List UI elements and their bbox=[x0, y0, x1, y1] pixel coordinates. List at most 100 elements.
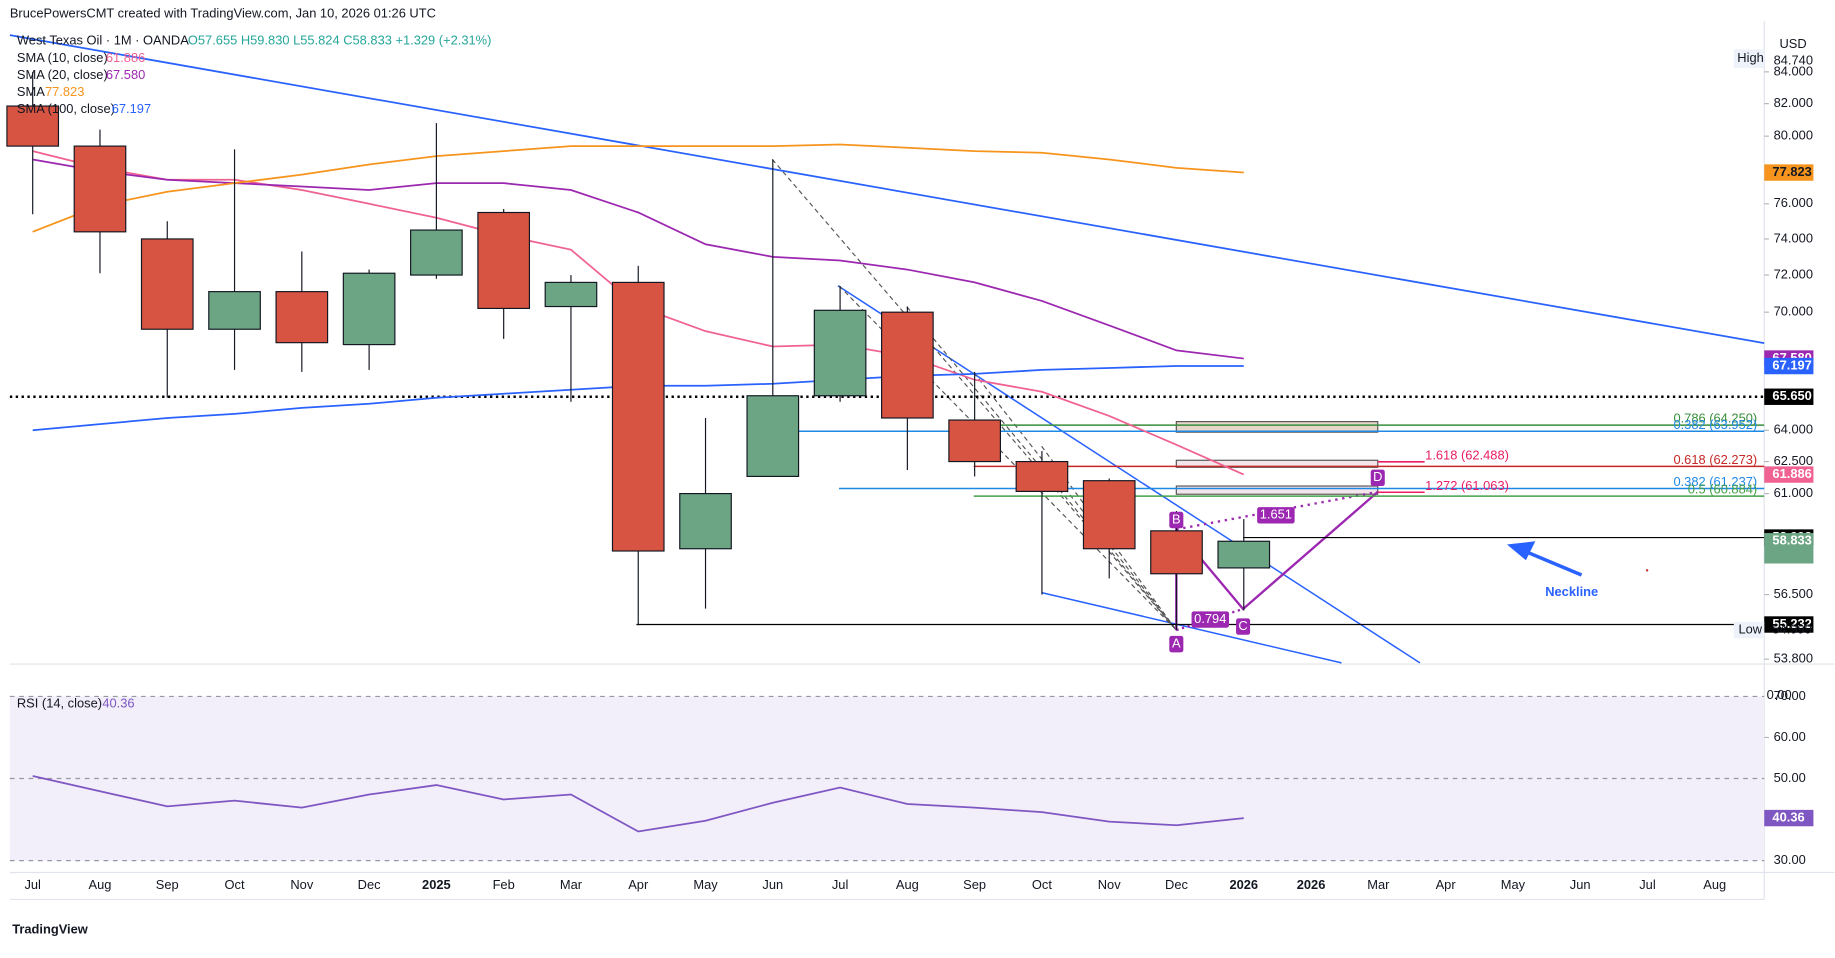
rsi-tick-label: 60.00 bbox=[1774, 729, 1806, 744]
candle-body bbox=[477, 211, 531, 310]
labels: BrucePowersCMT created with TradingView.… bbox=[10, 5, 1813, 936]
header: BrucePowersCMT created with TradingView.… bbox=[10, 5, 436, 20]
legend-value: 67.197 bbox=[112, 101, 151, 116]
x-tick-label: Jul bbox=[1639, 877, 1655, 892]
price-tag: 61.886 bbox=[1772, 466, 1811, 481]
pattern-label-box bbox=[1236, 618, 1251, 635]
y-tick-label: 72.000 bbox=[1774, 266, 1813, 281]
price-tag: 58.833 bbox=[1772, 533, 1811, 548]
x-tick-label: Aug bbox=[89, 877, 112, 892]
pattern-label: 1.651 bbox=[1260, 507, 1292, 522]
logo: TradingView bbox=[12, 921, 89, 936]
low-tag-box bbox=[1733, 621, 1765, 639]
legend-name: SMA bbox=[17, 84, 45, 99]
fib-label: 0.786 (64.250) bbox=[1673, 411, 1757, 426]
price-tag-box bbox=[1764, 388, 1814, 405]
y-tick-label: 53.800 bbox=[1774, 651, 1813, 666]
candle-body bbox=[813, 309, 867, 397]
pattern-label-box bbox=[1191, 611, 1230, 628]
dashed-line bbox=[973, 372, 1177, 631]
fib-label: 0.5 (60.884) bbox=[1688, 482, 1757, 497]
rsi-tick-label: 30.00 bbox=[1774, 852, 1806, 867]
x-tick-label: Mar bbox=[560, 877, 583, 892]
fib-label: 0.618 (62.273) bbox=[1673, 452, 1757, 467]
candle-body bbox=[611, 281, 665, 552]
price-tag-box bbox=[1764, 616, 1814, 633]
fib-label: 0.382 (61.237) bbox=[1673, 474, 1757, 489]
x-tick-label: Dec bbox=[1165, 877, 1188, 892]
rsi-tick-label: 50.00 bbox=[1774, 770, 1806, 785]
rsi-line bbox=[32, 775, 1244, 833]
x-tick-label: Apr bbox=[1436, 877, 1457, 892]
y-tick-label: 62.500 bbox=[1774, 453, 1813, 468]
y-tick-label: 74.000 bbox=[1774, 230, 1813, 245]
legend-name: SMA (10, close) bbox=[17, 50, 108, 65]
high-tag: High bbox=[1737, 50, 1763, 65]
rsi-tag-box bbox=[1764, 809, 1814, 827]
candle-body bbox=[275, 291, 329, 344]
candle-body bbox=[140, 238, 194, 330]
x-tick-label: Nov bbox=[1098, 877, 1121, 892]
pattern-label: B bbox=[1172, 511, 1181, 526]
pane-label: 0.00 bbox=[1767, 687, 1792, 702]
price-tag-box bbox=[1764, 466, 1814, 483]
y-tick-label: 70.000 bbox=[1774, 304, 1813, 319]
price-tag: 77.823 bbox=[1772, 164, 1811, 179]
dashed-line bbox=[906, 306, 1177, 631]
low-tag: Low bbox=[1738, 621, 1762, 636]
marks: 84.000 82.000 80.000 76.000 74.000 72.000 70.0… bbox=[6, 50, 1814, 892]
x-tick-label: Feb bbox=[493, 877, 515, 892]
pattern-ratio-line bbox=[1176, 490, 1378, 531]
ohlc-legend: O57.655 H59.830 L55.824 C58.833 +1.329 (… bbox=[188, 32, 492, 47]
x-tick-label: 2025 bbox=[422, 877, 451, 892]
y-tick-label: 84.000 bbox=[1774, 63, 1813, 78]
x-tick-label: Aug bbox=[1703, 877, 1726, 892]
candle-body bbox=[342, 272, 396, 346]
neckline-arrow bbox=[1506, 541, 1583, 577]
candle-body bbox=[544, 281, 598, 308]
y-tick-label: 80.000 bbox=[1774, 128, 1813, 143]
candle-body bbox=[679, 492, 732, 550]
candle-body bbox=[1015, 460, 1069, 493]
candle-body bbox=[208, 291, 261, 330]
rsi-tag: 40.36 bbox=[1772, 809, 1804, 824]
candle-body bbox=[6, 105, 60, 147]
dashed-line bbox=[838, 285, 1177, 631]
high-value: 84.740 bbox=[1774, 52, 1813, 67]
fib-label: 0.382 (63.952) bbox=[1673, 417, 1757, 432]
zone bbox=[1175, 421, 1379, 433]
candle-body bbox=[73, 145, 127, 233]
price-tag-box bbox=[1764, 164, 1814, 181]
x-tick-label: May bbox=[693, 877, 718, 892]
rsi-legend-value: 40.36 bbox=[102, 695, 134, 710]
rsi-legend: RSI (14, close) bbox=[17, 695, 102, 710]
price-tag: 55.232 bbox=[1772, 616, 1811, 631]
y-tick-label: 82.000 bbox=[1774, 95, 1813, 110]
zone bbox=[1175, 485, 1379, 495]
x-tick-label: Sep bbox=[963, 877, 986, 892]
candle-body bbox=[746, 395, 800, 477]
candle-body bbox=[881, 311, 934, 419]
high-tag-box bbox=[1733, 49, 1765, 68]
pattern-label: 0.794 bbox=[1194, 611, 1226, 626]
x-tick-label: Jul bbox=[24, 877, 40, 892]
candle-body bbox=[1217, 540, 1271, 569]
x-tick-label: May bbox=[1501, 877, 1526, 892]
legend-value: 61.886 bbox=[106, 50, 145, 65]
annotation: Neckline bbox=[1545, 584, 1598, 599]
x-tick-label: Aug bbox=[896, 877, 919, 892]
price-tag-box bbox=[1764, 533, 1814, 564]
x-tick-label: 2026 bbox=[1229, 877, 1258, 892]
legend-value: 67.580 bbox=[106, 67, 145, 82]
x-tick-label: Nov bbox=[290, 877, 313, 892]
legend-name: SMA (20, close) bbox=[17, 67, 108, 82]
fib-label: 1.618 (62.488) bbox=[1425, 447, 1509, 462]
rsi-tick-label: 70.00 bbox=[1774, 688, 1806, 703]
pattern-label-box bbox=[1257, 507, 1295, 524]
x-tick-label: Jun bbox=[762, 877, 783, 892]
pattern-label-box bbox=[1169, 511, 1184, 529]
zone bbox=[1175, 459, 1379, 468]
price-tag: 65.650 bbox=[1772, 388, 1811, 403]
